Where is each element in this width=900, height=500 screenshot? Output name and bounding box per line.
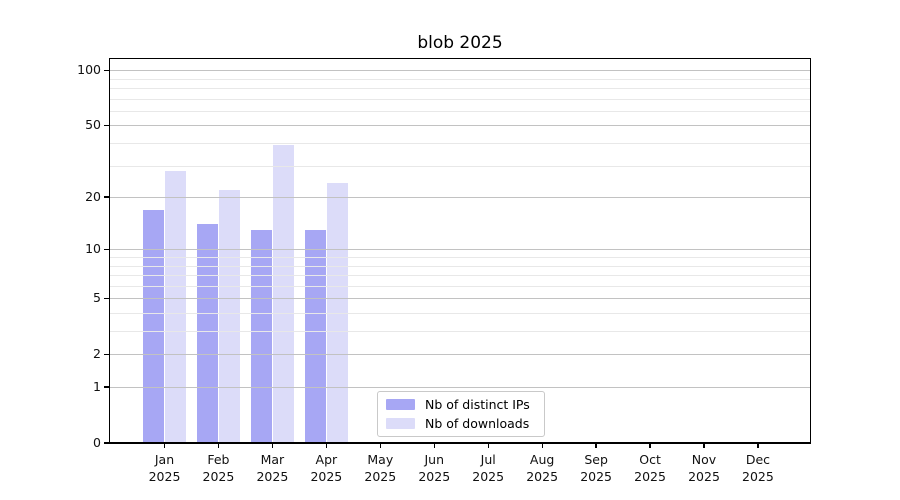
bar-downloads-mar [273, 145, 295, 443]
y-grid-major [110, 354, 810, 356]
x-tick-label-dec: Dec 2025 [742, 452, 774, 484]
y-tick-label: 10 [85, 241, 101, 257]
y-grid-major [110, 298, 810, 300]
axis-spine-right [809, 58, 811, 444]
bar-distinct-ips-apr [304, 229, 326, 443]
y-grid-minor [110, 78, 810, 80]
x-tick-mark [595, 443, 597, 449]
y-tick-label: 100 [77, 62, 101, 78]
x-tick-mark [487, 443, 489, 449]
y-tick-mark [103, 69, 109, 71]
bar-distinct-ips-feb [196, 224, 218, 443]
y-grid-minor [110, 331, 810, 332]
plot-area [110, 59, 810, 443]
y-tick-mark [103, 353, 109, 355]
axis-spine-top [108, 58, 811, 60]
bar-downloads-apr [326, 182, 349, 443]
y-tick-mark [103, 248, 109, 250]
bar-distinct-ips-jan [142, 209, 164, 443]
x-tick-label-sep: Sep 2025 [580, 452, 612, 484]
x-tick-mark [271, 443, 274, 449]
legend-swatch-distinct-ips [386, 398, 415, 410]
x-tick-label-jun: Jun 2025 [418, 452, 451, 484]
y-grid-minor [110, 256, 810, 258]
x-tick-label-jul: Jul 2025 [472, 452, 505, 484]
x-tick-mark [163, 443, 166, 449]
x-tick-mark [217, 443, 220, 449]
y-grid-minor [110, 110, 810, 112]
legend-item-distinct-ips: Nb of distinct IPs [386, 396, 536, 413]
legend-label-downloads: Nb of downloads [425, 416, 530, 432]
y-tick-label: 0 [93, 435, 101, 450]
x-tick-mark [541, 443, 543, 449]
y-tick-mark [103, 297, 109, 299]
legend-label-distinct-ips: Nb of distinct IPs [425, 396, 530, 412]
x-tick-label-oct: Oct 2025 [634, 452, 666, 484]
y-grid-minor [110, 285, 810, 287]
y-tick-label: 2 [93, 346, 101, 362]
legend-box: Nb of distinct IPs Nb of downloads [377, 391, 545, 437]
y-grid-major [110, 197, 810, 199]
bar-downloads-jan [165, 170, 187, 443]
y-grid-major [110, 125, 810, 127]
x-tick-label-may: May 2025 [364, 452, 397, 484]
legend-item-downloads: Nb of downloads [386, 416, 536, 433]
y-tick-label: 20 [85, 189, 101, 205]
y-tick-mark [103, 196, 109, 198]
x-tick-mark [325, 443, 327, 449]
y-grid-minor [110, 88, 810, 89]
y-grid-minor [110, 265, 810, 267]
y-grid-minor [110, 165, 810, 167]
x-tick-label-jan: Jan 2025 [148, 452, 181, 484]
y-grid-minor [110, 98, 810, 100]
chart-title: blob 2025 [417, 33, 503, 53]
axis-spine-left [108, 58, 111, 444]
y-grid-major [110, 249, 810, 251]
x-tick-label-apr: Apr 2025 [310, 452, 343, 484]
y-tick-label: 50 [85, 117, 101, 133]
bar-distinct-ips-mar [250, 229, 272, 443]
y-grid-minor [110, 143, 810, 144]
legend-swatch-downloads [386, 418, 415, 430]
y-tick-label: 1 [93, 379, 101, 394]
x-tick-mark [433, 443, 435, 449]
x-tick-mark [703, 443, 705, 449]
y-grid-major [110, 70, 810, 72]
x-tick-mark [757, 443, 759, 449]
y-tick-label: 5 [93, 290, 101, 306]
axis-spine-bottom [108, 442, 811, 444]
y-tick-mark [103, 124, 109, 127]
bar-downloads-feb [219, 189, 241, 443]
x-tick-mark [649, 443, 651, 449]
x-tick-label-mar: Mar 2025 [256, 452, 289, 484]
x-tick-mark [379, 443, 381, 449]
y-grid-minor [110, 275, 810, 277]
y-grid-minor [110, 312, 810, 314]
y-tick-mark [103, 386, 109, 388]
x-tick-label-aug: Aug 2025 [526, 452, 559, 484]
x-tick-label-nov: Nov 2025 [688, 452, 720, 484]
x-tick-label-feb: Feb 2025 [202, 452, 235, 484]
y-tick-mark [103, 442, 109, 444]
y-grid-major [110, 387, 810, 388]
